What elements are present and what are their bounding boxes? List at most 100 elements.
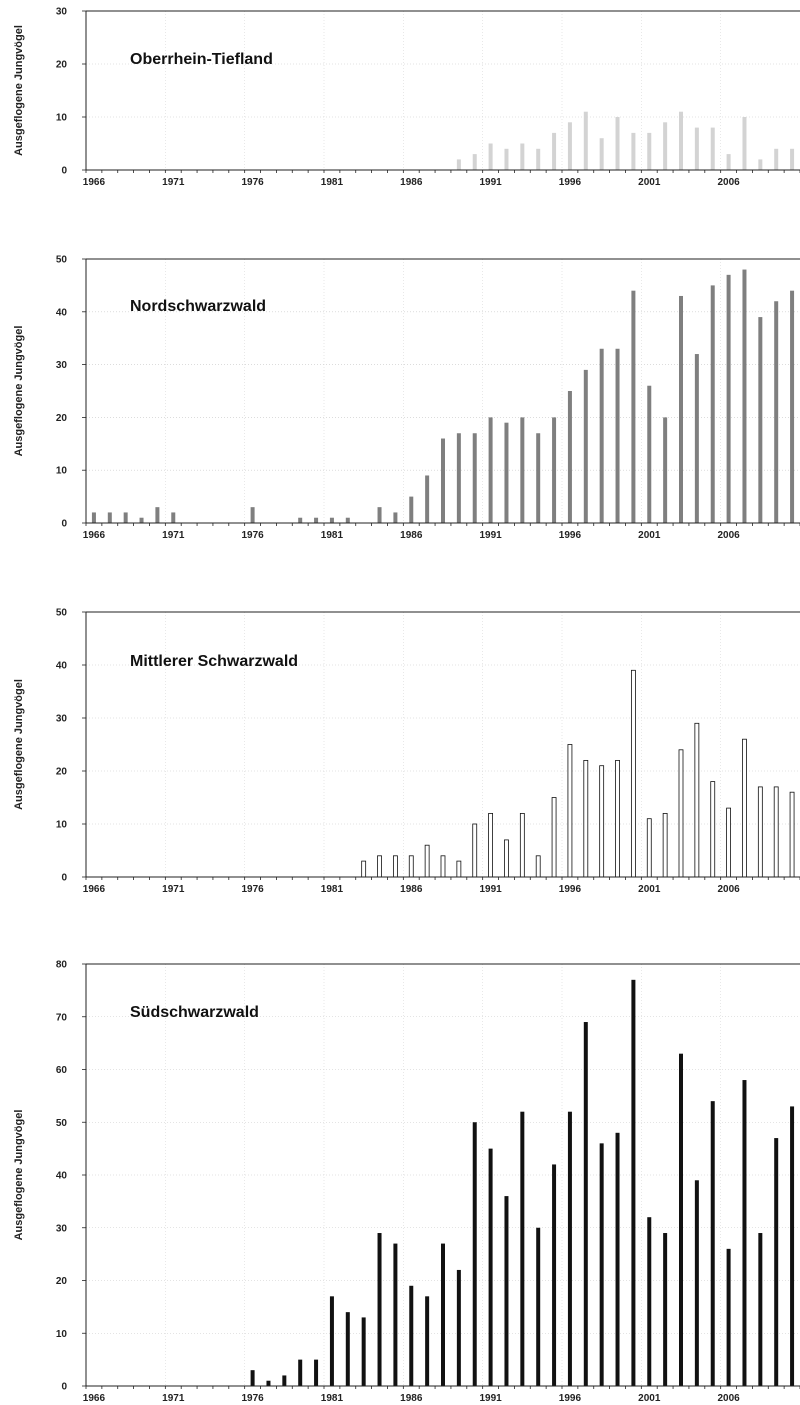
bar-1999 xyxy=(615,759,620,878)
bar-1989 xyxy=(456,159,461,170)
x-tick-label: 1966 xyxy=(83,1393,106,1404)
bar-2002 xyxy=(663,417,668,523)
bar-2005 xyxy=(710,781,716,878)
bar-1988 xyxy=(441,438,445,523)
bar-1997 xyxy=(583,1022,588,1386)
x-tick-label: 1986 xyxy=(400,530,423,541)
bar-1994 xyxy=(536,148,541,170)
bar-2003 xyxy=(679,295,683,523)
y-tick-label: 40 xyxy=(56,1171,68,1182)
x-tick-label: 1981 xyxy=(321,1393,344,1404)
x-tick-label: 1996 xyxy=(559,530,582,541)
bar-2005 xyxy=(710,127,715,170)
x-tick-label: 1971 xyxy=(162,884,185,895)
bar-1996 xyxy=(567,122,572,170)
bar-1998 xyxy=(599,348,604,523)
x-tick-label: 1981 xyxy=(321,177,344,188)
bar-1970 xyxy=(155,507,160,523)
bar-2006 xyxy=(726,1248,731,1386)
bar-1991 xyxy=(488,143,493,170)
x-tick-label: 2001 xyxy=(638,884,661,895)
bar-1997 xyxy=(583,111,588,170)
bar-1987 xyxy=(425,475,430,523)
bar-2001 xyxy=(646,818,652,878)
bar-1986 xyxy=(409,1285,414,1386)
bar-2007 xyxy=(742,738,747,878)
x-tick-label: 1991 xyxy=(479,884,502,895)
bar-1979 xyxy=(298,517,303,523)
bar-2009 xyxy=(774,1138,779,1386)
x-tick-label: 1981 xyxy=(321,884,344,895)
bar-2000 xyxy=(631,669,636,878)
bar-1988 xyxy=(440,855,446,878)
bar-2010 xyxy=(790,148,795,170)
bar-2009 xyxy=(774,301,779,523)
bar-1980 xyxy=(314,1359,319,1386)
bar-2005 xyxy=(710,1101,715,1386)
y-tick-label: 0 xyxy=(61,166,67,177)
bar-1981 xyxy=(329,1296,334,1386)
y-tick-label: 0 xyxy=(61,1382,67,1393)
bar-1987 xyxy=(424,844,430,878)
bar-1993 xyxy=(519,812,525,878)
bar-1992 xyxy=(504,1196,509,1386)
bar-1995 xyxy=(552,1164,557,1386)
x-tick-label: 2001 xyxy=(638,177,661,188)
bar-1982 xyxy=(345,1312,350,1386)
bar-1992 xyxy=(504,148,509,170)
chart-oberrhein-tiefland: 0 10 20 30 1966 1971 1976 1981 1986 1991 1996 2001 2… xyxy=(13,7,800,188)
bar-1971 xyxy=(171,512,176,523)
y-tick-label: 20 xyxy=(56,767,68,778)
bar-1985 xyxy=(393,1243,398,1386)
bar-1990 xyxy=(472,823,478,878)
chart-title: Nordschwarzwald xyxy=(130,298,266,315)
y-axis-label: Ausgeflogene Jungvögel xyxy=(13,25,25,156)
bar-1997 xyxy=(583,759,589,878)
y-tick-label: 30 xyxy=(56,714,68,725)
bar-1990 xyxy=(472,433,477,523)
bar-1985 xyxy=(393,512,398,523)
y-tick-label: 0 xyxy=(61,519,67,530)
y-axis-label: Ausgeflogene Jungvögel xyxy=(13,326,25,457)
y-tick-label: 70 xyxy=(56,1012,68,1023)
x-tick-label: 1981 xyxy=(321,530,344,541)
bar-1998 xyxy=(599,1143,604,1386)
chart-suedschwarzwald: 0 10 20 30 40 50 60 70 80 1966 1971 1976 1981 1986 199… xyxy=(13,960,800,1404)
bar-1990 xyxy=(472,154,477,170)
bar-1993 xyxy=(520,417,525,523)
bar-2004 xyxy=(694,127,699,170)
bar-2009 xyxy=(774,148,779,170)
bar-1986 xyxy=(409,496,414,523)
x-tick-label: 2006 xyxy=(717,530,740,541)
chart-title: Mittlerer Schwarzwald xyxy=(130,653,298,670)
bar-1994 xyxy=(535,855,541,878)
x-tick-label: 1991 xyxy=(479,1393,502,1404)
bar-1984 xyxy=(377,507,382,523)
bar-2002 xyxy=(663,122,668,170)
chart-panel-mittlerer: 0 10 20 30 40 50 1966 1971 1976 1981 1986 1991 1996 2… xyxy=(0,601,800,901)
y-axis-label: Ausgeflogene Jungvögel xyxy=(13,1110,25,1241)
bar-1991 xyxy=(488,1148,493,1386)
bar-1999 xyxy=(615,117,620,170)
x-tick-label: 1986 xyxy=(400,884,423,895)
bar-2007 xyxy=(742,1080,747,1386)
y-tick-label: 80 xyxy=(56,960,68,971)
bar-1976 xyxy=(250,1370,255,1386)
y-tick-label: 30 xyxy=(56,1223,68,1234)
bar-1994 xyxy=(536,1227,541,1386)
x-tick-label: 1966 xyxy=(83,530,106,541)
y-tick-label: 30 xyxy=(56,7,68,18)
y-tick-label: 60 xyxy=(56,1065,68,1076)
bar-2010 xyxy=(790,290,795,523)
x-tick-label: 1986 xyxy=(400,1393,423,1404)
x-tick-label: 1991 xyxy=(479,530,502,541)
bar-1999 xyxy=(615,1132,620,1386)
bar-1995 xyxy=(552,417,557,523)
bar-1983 xyxy=(361,1317,366,1386)
bar-1997 xyxy=(583,369,588,523)
x-tick-label: 2006 xyxy=(717,177,740,188)
bar-2008 xyxy=(758,317,763,523)
bar-1968 xyxy=(123,512,128,523)
x-tick-label: 1991 xyxy=(479,177,502,188)
bar-1981 xyxy=(329,517,334,523)
